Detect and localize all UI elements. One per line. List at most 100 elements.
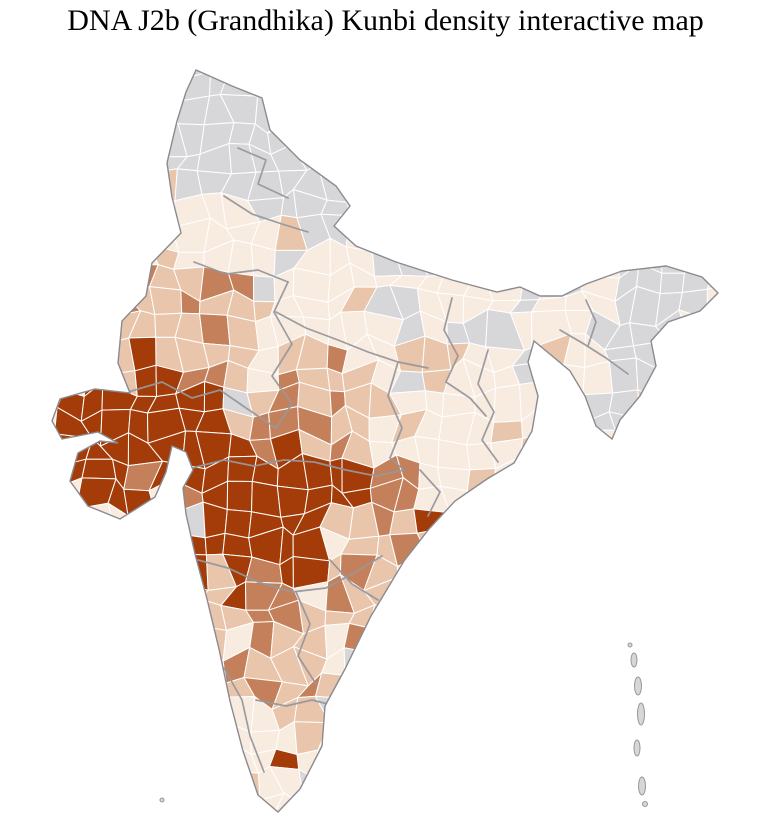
district-cell[interactable]	[81, 794, 117, 814]
district-cell[interactable]	[602, 168, 635, 195]
district-cell[interactable]	[725, 193, 764, 224]
district-cell[interactable]	[148, 286, 183, 316]
district-cell[interactable]	[315, 98, 355, 127]
district-cell[interactable]	[657, 479, 689, 515]
district-cell[interactable]	[731, 600, 760, 636]
district-cell[interactable]	[514, 152, 544, 175]
district-cell[interactable]	[519, 435, 539, 465]
district-cell[interactable]	[584, 125, 619, 150]
district-cell[interactable]	[486, 730, 518, 750]
district-cell[interactable]	[386, 631, 429, 663]
district-cell[interactable]	[738, 144, 755, 180]
district-cell[interactable]	[386, 748, 428, 784]
district-cell[interactable]	[655, 501, 689, 538]
district-cell[interactable]	[639, 418, 667, 432]
district-cell[interactable]	[727, 649, 758, 682]
district-cell[interactable]	[656, 215, 688, 247]
district-cell[interactable]	[705, 599, 737, 637]
district-cell[interactable]	[587, 748, 622, 783]
district-cell[interactable]	[458, 73, 491, 106]
district-cell[interactable]	[522, 648, 544, 686]
district-cell[interactable]	[298, 768, 318, 807]
district-cell[interactable]	[511, 573, 543, 614]
district-cell[interactable]	[729, 47, 762, 81]
district-cell[interactable]	[62, 721, 87, 748]
district-cell[interactable]	[687, 464, 708, 493]
district-cell[interactable]	[201, 696, 227, 733]
andaman-island[interactable]	[634, 676, 642, 696]
district-cell[interactable]	[729, 75, 762, 108]
district-cell[interactable]	[198, 770, 231, 799]
district-cell[interactable]	[657, 419, 678, 443]
district-cell[interactable]	[510, 57, 547, 88]
district-cell[interactable]	[171, 581, 210, 611]
district-cell[interactable]	[686, 216, 707, 244]
district-cell[interactable]	[707, 366, 740, 391]
district-cell[interactable]	[80, 555, 108, 591]
district-cell[interactable]	[614, 104, 642, 133]
district-cell[interactable]	[124, 49, 163, 87]
district-cell[interactable]	[174, 789, 205, 814]
district-cell[interactable]	[368, 626, 391, 656]
district-cell[interactable]	[665, 577, 690, 614]
district-cell[interactable]	[222, 797, 261, 814]
district-cell[interactable]	[732, 240, 758, 274]
district-cell[interactable]	[536, 405, 566, 447]
district-cell[interactable]	[593, 189, 618, 226]
district-cell[interactable]	[685, 146, 704, 177]
district-cell[interactable]	[134, 364, 158, 398]
district-cell[interactable]	[416, 529, 441, 563]
district-cell[interactable]	[484, 539, 518, 555]
lakshadweep-island[interactable]	[159, 797, 165, 803]
district-cell[interactable]	[422, 237, 452, 277]
district-cell[interactable]	[39, 319, 64, 347]
district-cell[interactable]	[394, 215, 424, 255]
district-cell[interactable]	[659, 272, 685, 295]
district-cell[interactable]	[440, 586, 478, 614]
district-cell[interactable]	[77, 236, 105, 272]
district-cell[interactable]	[559, 76, 585, 107]
district-cell[interactable]	[420, 214, 451, 255]
district-cell[interactable]	[539, 380, 559, 424]
district-cell[interactable]	[724, 550, 750, 588]
district-cell[interactable]	[293, 721, 331, 756]
district-cell[interactable]	[245, 48, 278, 72]
district-cell[interactable]	[706, 409, 730, 444]
district-cell[interactable]	[411, 189, 451, 217]
district-cell[interactable]	[62, 285, 81, 327]
district-cell[interactable]	[449, 724, 474, 747]
district-cell[interactable]	[613, 71, 638, 107]
district-cell[interactable]	[581, 142, 620, 180]
district-cell[interactable]	[206, 50, 229, 75]
district-cell[interactable]	[128, 764, 159, 806]
district-cell[interactable]	[514, 481, 540, 506]
district-cell[interactable]	[209, 721, 231, 754]
district-cell[interactable]	[535, 237, 559, 275]
district-cell[interactable]	[346, 196, 382, 224]
district-cell[interactable]	[29, 699, 70, 724]
district-cell[interactable]	[342, 722, 378, 759]
district-cell[interactable]	[510, 766, 547, 802]
district-cell[interactable]	[107, 120, 138, 150]
district-cell[interactable]	[60, 167, 80, 205]
district-cell[interactable]	[652, 724, 684, 754]
district-cell[interactable]	[34, 372, 68, 397]
district-cell[interactable]	[471, 142, 487, 181]
district-cell[interactable]	[435, 529, 470, 562]
district-cell[interactable]	[413, 121, 445, 150]
district-cell[interactable]	[562, 673, 597, 707]
district-cell[interactable]	[706, 54, 737, 78]
district-cell[interactable]	[99, 236, 138, 272]
district-cell[interactable]	[539, 170, 574, 199]
district-cell[interactable]	[675, 577, 714, 614]
district-cell[interactable]	[180, 553, 209, 592]
district-cell[interactable]	[67, 97, 89, 128]
district-cell[interactable]	[558, 93, 598, 133]
district-cell[interactable]	[60, 142, 78, 173]
district-cell[interactable]	[583, 429, 619, 464]
district-cell[interactable]	[368, 47, 406, 86]
district-cell[interactable]	[29, 654, 67, 686]
district-cell[interactable]	[675, 411, 715, 444]
district-cell[interactable]	[724, 578, 760, 613]
district-cell[interactable]	[396, 695, 426, 727]
